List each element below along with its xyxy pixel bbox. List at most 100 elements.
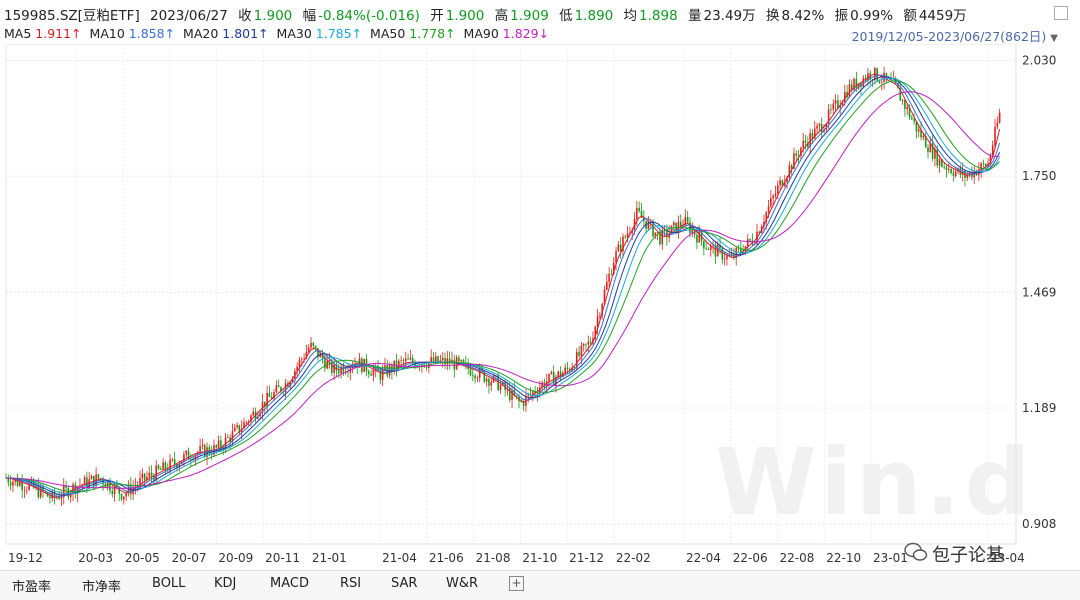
tab-sar[interactable]: SAR [391,576,418,591]
tab-kdj[interactable]: KDJ [214,576,237,591]
candle-body [654,232,657,237]
candle-body [575,351,578,369]
candle-body [488,378,490,386]
candle-body [340,366,342,374]
candle-body [196,452,199,455]
candle-body [266,392,268,407]
candle-body [264,401,266,407]
candle-body [726,254,728,260]
candle-body [224,437,227,449]
candle-body [666,229,668,238]
candle-body [770,197,772,207]
candle-body [328,359,331,362]
candle-body [377,365,379,372]
candle-body [844,91,846,103]
candle-body [991,145,994,156]
candle-body [818,124,821,126]
candle-body [291,378,294,383]
candle-body [90,475,93,480]
candle-body [610,273,613,275]
candle-body [827,109,830,124]
tab-boll[interactable]: BOLL [152,576,186,591]
candle-body [525,395,527,406]
candle-body [146,476,148,480]
candle-body [996,122,999,127]
candle-body [624,236,627,238]
close-value: 1.900 [253,8,293,24]
candle-body [723,259,726,260]
candle-body [800,147,802,156]
candle-body [379,371,382,380]
tab-rsi[interactable]: RSI [340,576,362,591]
candle-body [425,366,428,369]
candle-body [162,462,164,470]
candle-body [432,357,435,363]
candle-body [559,371,562,377]
candle-body [148,472,151,477]
candle-body [407,358,409,360]
candle-body [411,358,414,363]
candle-body [548,373,550,382]
candle-body [938,159,941,166]
candle-body [37,485,40,497]
candle-body [857,83,860,89]
candle-body [21,481,23,491]
candle-body [580,345,583,356]
candle-body [44,491,47,493]
x-tick-label: 21-08 [476,551,511,565]
amount-label: 额 [903,8,917,24]
candle-body [240,428,243,433]
candle-body [435,356,437,363]
candle-body [929,143,932,152]
tab-macd[interactable]: MACD [270,576,309,591]
candle-body [622,236,624,252]
candle-body [312,342,315,346]
candle-body [631,230,634,233]
candle-body [508,388,511,400]
candle-body [566,367,569,370]
candle-body [324,359,326,369]
price-chart[interactable]: Win.d0.908 1.189 1.469 1.750 2.030 19-12 20-03… [0,44,1080,570]
candle-body [53,491,56,498]
candle-body [351,367,354,369]
candle-body [656,232,659,233]
candle-body [257,416,259,419]
candle-body [307,347,310,352]
avg-value: 1.898 [639,8,678,24]
candle-body [776,185,779,194]
candle-body [709,245,712,251]
candle-body [164,462,167,470]
candle-body [192,459,194,461]
add-indicator-button[interactable]: + [509,576,524,591]
x-tick-label: 21-04 [382,551,417,565]
ma50-value: 1.778↑ [409,26,456,41]
candle-body [855,78,858,89]
candle-body [830,109,832,110]
date-range-selector[interactable]: 2019/12/05-2023/06/27(862日) ▼ [852,26,1058,45]
x-tick-label: 22-02 [616,551,651,565]
candle-body [58,497,60,499]
candle-body [391,365,393,372]
candle-body [173,459,176,465]
tab-wr[interactable]: W&R [446,576,479,591]
candle-body [74,484,77,494]
candle-body [296,366,298,371]
low-label: 低 [559,8,573,24]
candle-body [582,343,585,346]
tab-pe[interactable]: 市盈率 [12,580,52,595]
candle-body [183,454,185,462]
candle-body [331,359,333,373]
candle-body [790,165,793,169]
candle-body [190,459,192,461]
tab-pb[interactable]: 市净率 [82,580,122,595]
ma20-value: 1.801↑ [222,26,269,41]
quote-header: 159985.SZ[豆粕ETF] 2023/06/27 收 1.900 幅 -0.8… [4,4,973,24]
candle-body [236,425,238,428]
candle-body [606,281,608,290]
candle-body [950,169,952,174]
candle-body [661,230,664,245]
candle-body [305,351,308,359]
candle-body [437,356,439,363]
window-toggle-icon[interactable] [1054,6,1068,20]
candle-body [409,358,412,360]
